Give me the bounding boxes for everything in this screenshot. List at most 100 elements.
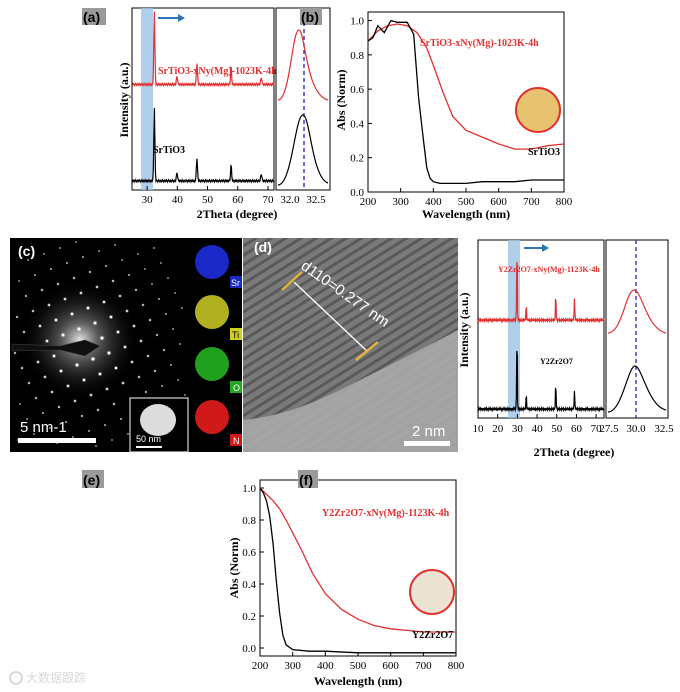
diffraction-spot-core [59,369,63,373]
arrow-head-icon-y [542,244,549,252]
saed-scale-label: 5 nm-1 [20,419,67,436]
panel-b-letter: (b) [301,9,319,25]
diffraction-spot-core [121,259,123,261]
xrd-highlight-band [141,8,153,190]
xrd-a-pristine-line [131,107,275,184]
diffraction-spot-core [14,352,16,354]
diffraction-spot-core [111,439,113,441]
diffraction-spot-core [167,277,169,279]
panel-b: 200 300 400 500 600 700 8000.00.20.40.60.81.0 … [334,11,573,221]
diffraction-spot-core [161,385,163,387]
diffraction-spot-core [156,334,158,336]
uv-f-xtick-label: 600 [382,660,399,672]
uv-f-ytick-label: 0.8 [242,515,256,527]
panel-a-letter-bg [82,8,106,25]
diffraction-spot-core [21,367,23,369]
uv-b-xtick-label: 600 [490,196,507,208]
diffraction-spot-core [138,376,140,378]
diffraction-spot-core [58,406,60,408]
xrd-y-modified-label: Y2Zr2O7-xNy(Mg)-1123K-4h [498,265,600,274]
xrd-y-tick-label: 60 [571,423,583,435]
diffraction-spot-core [147,355,149,357]
eds-tag-n [230,434,242,446]
diffraction-spot-core [107,351,111,355]
d-spacing-measure [293,281,369,353]
diffraction-spot-core [54,318,58,322]
diffraction-spot-core [109,315,113,319]
zoom-y-tick-3: 32.5 [654,423,674,435]
panel-c-letter: (c) [18,243,35,259]
diffraction-spot-core [154,370,156,372]
diffraction-spot-core [43,253,45,255]
xrd-y-pristine-line [477,350,605,413]
eds-tag-ti [230,328,242,340]
diffraction-spot-core [66,262,68,264]
uv-b-xtick-label: 700 [523,196,540,208]
diffraction-spot-core [140,340,142,342]
diffraction-spot-core [145,391,147,393]
diffraction-spot-core [50,268,52,270]
powder-photo-f [409,569,455,615]
diffraction-spot-core [80,292,82,294]
xrd-y-xticks: 10 20 30 40 50 60 70 [473,414,602,435]
watermark-logo-icon [9,671,23,685]
panel-d: (d) d110=0.277 nm 2 nm [243,238,458,452]
eds-tag-o [230,381,242,393]
diffraction-spot-core [127,433,129,435]
panel-c: (c) 5 nm-1 50 nm Sr Ti O N [10,238,242,453]
diffraction-spot-core [137,253,139,255]
diffraction-spot-core [165,313,167,315]
diffraction-spot-core [120,418,122,420]
uv-f-pristine-label: Y2Zr2O7 [412,630,453,641]
diffraction-spot-core [177,379,179,381]
diffraction-spot-core [64,298,66,300]
diffraction-spot-core [23,331,25,333]
uv-b-ylabel: Abs (Norm) [334,70,348,131]
uv-b-pristine-line [367,19,564,185]
zoom-y-tick-2: 30.0 [626,423,646,435]
diffraction-spot-core [181,307,183,309]
xrd-a-xlabel: 2Theta (degree) [197,207,278,221]
uv-f-xtick-label: 800 [448,660,465,672]
diffraction-spot-core [25,295,27,297]
panel-f-letter: (f) [299,472,313,488]
haadf-scale-bar [136,446,162,448]
uv-f-ytick-label: 0.2 [242,611,256,623]
diffraction-spot-core [112,280,114,282]
saed-scale-bar [18,438,96,443]
diffraction-spot-core [16,316,18,318]
diffraction-spot-core [67,385,69,387]
eds-label-sr: Sr [231,278,240,288]
xrd-y-modified-line [477,261,605,324]
uv-f-xtick-label: 400 [317,660,334,672]
diffraction-spot-core [74,400,76,402]
diffraction-spot-core [114,366,118,370]
diffraction-spot-core [61,333,65,337]
diffraction-spot-core [170,364,172,366]
watermark: 大数据跟踪 [9,670,86,685]
diffraction-spot-core [90,394,92,396]
diffraction-spot-core [19,403,21,405]
xrd-y-tick-label: 30 [512,423,524,435]
xrd-y-tick-label: 50 [551,423,563,435]
uv-f-ytick-label: 0.6 [242,547,256,559]
diffraction-spot-core [57,283,59,285]
diffraction-spot-core [119,295,121,297]
xrd-a-pristine-label: SrTiO3 [153,145,185,156]
uv-b-ytick-label: 0.4 [350,118,364,130]
xrd-a-ylabel: Intensity (a.u.) [117,62,131,137]
diffraction-spot-core [32,310,34,312]
eds-map-o [195,347,229,381]
uv-f-modified-label: Y2Zr2O7-xNy(Mg)-1123K-4h [322,508,450,519]
haadf-particle [140,404,176,436]
uv-f-ylabel: Abs (Norm) [227,538,241,599]
uv-b-ytick-label: 1.0 [350,16,364,28]
diffraction-spot-core [153,247,155,249]
uv-b-xlabel: Wavelength (nm) [422,207,510,221]
uv-b-xtick-label: 400 [425,196,442,208]
diffraction-spot-core [174,292,176,294]
diffraction-spot-core [33,433,35,435]
diffraction-spot-core [106,388,108,390]
eds-map-n [195,400,229,434]
